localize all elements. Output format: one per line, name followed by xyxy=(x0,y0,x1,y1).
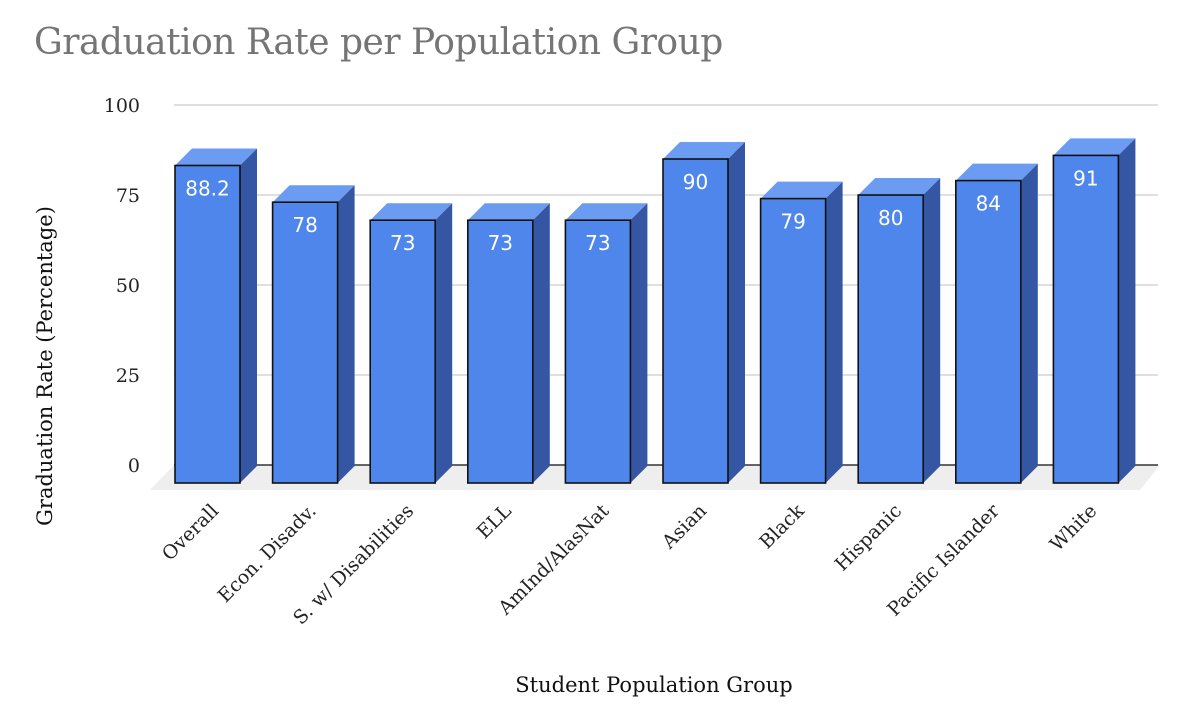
bar-top-face xyxy=(955,163,1038,181)
bars: 88.2 78 73 73 73 90 79 80 84 91 xyxy=(174,138,1136,484)
bar-side-face xyxy=(630,203,648,483)
bar: 79 xyxy=(759,181,843,484)
bar-side-face xyxy=(1020,163,1038,483)
bar: 91 xyxy=(1052,138,1136,484)
bar-top-face xyxy=(760,181,843,199)
bar-value-label: 79 xyxy=(780,210,805,234)
bar-front-face xyxy=(1052,154,1120,484)
bar-value-label: 78 xyxy=(292,213,317,237)
y-tick-label: 25 xyxy=(116,365,140,387)
bar: 84 xyxy=(954,163,1038,484)
bar-side-face xyxy=(337,185,355,483)
bar-top-face xyxy=(370,203,453,221)
bar-value-label: 88.2 xyxy=(185,176,230,200)
x-axis-label: Student Population Group xyxy=(515,673,792,697)
bar-front-face xyxy=(369,219,437,484)
bar-front-face xyxy=(954,179,1022,484)
bar-front-face xyxy=(271,201,339,484)
bar-side-face xyxy=(923,178,941,483)
bar: 78 xyxy=(271,185,355,484)
bar-value-label: 73 xyxy=(585,231,610,255)
bar-side-face xyxy=(435,203,453,483)
bar-top-face xyxy=(467,203,550,221)
bar-side-face xyxy=(825,181,843,483)
bar-side-face xyxy=(240,148,257,484)
x-tick-label: Hispanic xyxy=(831,500,907,576)
bar-value-label: 80 xyxy=(878,206,903,230)
x-tick-label: ELL xyxy=(473,500,516,543)
bar-side-face xyxy=(532,203,550,483)
y-axis-ticks: 0 25 50 75 100 xyxy=(104,95,140,477)
bar-top-face xyxy=(565,203,648,221)
x-tick-label: Overall xyxy=(158,500,223,565)
bar-top-face xyxy=(663,142,745,159)
bar-side-face xyxy=(728,142,745,483)
bar: 80 xyxy=(857,178,941,484)
bar-front-face xyxy=(759,197,827,484)
bar: 90 xyxy=(662,142,745,484)
bar-top-face xyxy=(272,185,355,203)
bar-front-face xyxy=(466,219,534,484)
x-tick-label: Econ. Disadv. xyxy=(214,500,321,607)
bar-value-label: 90 xyxy=(683,170,708,194)
bar: 73 xyxy=(466,203,550,484)
chart-title: Graduation Rate per Population Group xyxy=(34,22,723,63)
bar-top-face xyxy=(858,178,941,195)
bar: 73 xyxy=(564,203,648,484)
bar-front-face xyxy=(857,194,925,484)
x-tick-label: Asian xyxy=(657,500,711,554)
bar-value-label: 73 xyxy=(488,231,513,255)
bar-side-face xyxy=(1118,138,1136,483)
bar-front-face xyxy=(662,158,729,484)
y-tick-label: 100 xyxy=(104,95,140,117)
y-axis-label: Graduation Rate (Percentage) xyxy=(33,206,57,526)
y-tick-label: 75 xyxy=(116,185,140,207)
bar-front-face xyxy=(564,219,632,484)
x-tick-label: White xyxy=(1046,500,1102,556)
x-tick-label: Black xyxy=(755,500,809,554)
bar-value-label: 84 xyxy=(976,192,1001,216)
bar-top-face xyxy=(1053,138,1136,156)
bar-value-label: 91 xyxy=(1073,166,1098,190)
bar-value-label: 73 xyxy=(390,231,415,255)
bar-front-face xyxy=(174,164,241,484)
bar: 73 xyxy=(369,203,453,484)
y-tick-label: 0 xyxy=(128,455,140,477)
bar-top-face xyxy=(175,148,257,166)
y-tick-label: 50 xyxy=(116,275,140,297)
bar: 88.2 xyxy=(174,148,257,484)
